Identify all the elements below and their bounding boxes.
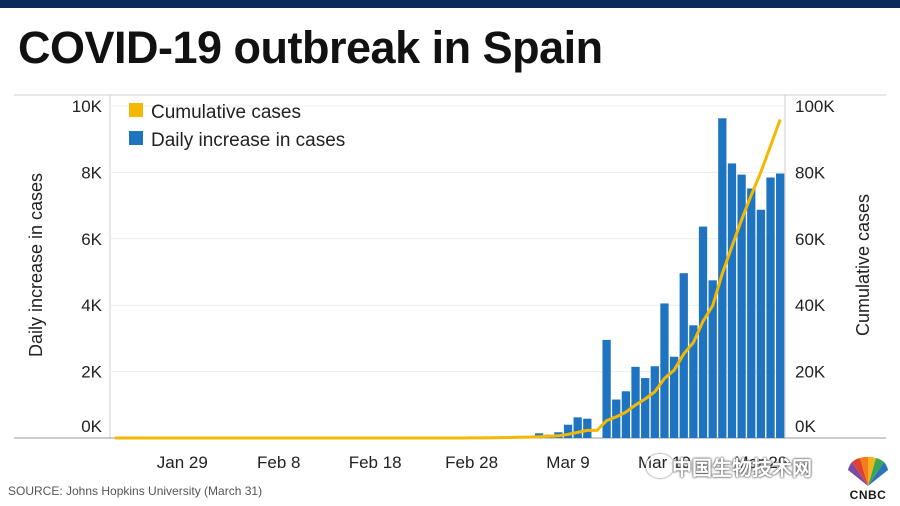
daily-bar	[727, 163, 737, 438]
y-tick-label-left: 10K	[72, 97, 103, 116]
x-tick-label: Mar 9	[546, 453, 589, 472]
watermark-text: 中国生物技术网	[672, 456, 812, 480]
x-tick-label: Feb 8	[257, 453, 300, 472]
daily-bar	[612, 399, 621, 438]
daily-bar	[621, 391, 631, 438]
y-tick-label-right: 60K	[795, 230, 826, 249]
y-tick-label-left: 0K	[81, 417, 102, 436]
daily-bar	[631, 366, 640, 438]
daily-bar	[698, 226, 708, 438]
legend-label-cumulative: Cumulative cases	[151, 102, 301, 123]
daily-bar	[766, 177, 775, 438]
y-tick-label-left: 6K	[81, 230, 102, 249]
daily-bar	[641, 378, 650, 438]
daily-bar	[602, 339, 611, 438]
cumulative-cases-line	[114, 118, 782, 440]
y-tick-label-left: 2K	[81, 363, 102, 382]
y-tick-label-left: 4K	[81, 296, 102, 315]
daily-bar	[563, 424, 573, 438]
daily-bar	[669, 356, 679, 438]
y-tick-label-right: 0K	[795, 417, 816, 436]
y-tick-label-left: 8K	[81, 163, 102, 182]
daily-bar	[708, 280, 717, 438]
y-tick-label-right: 80K	[795, 163, 826, 182]
wechat-icon	[646, 454, 674, 478]
legend-label-daily: Daily increase in cases	[151, 130, 345, 151]
y-axis-title-left: Daily increase in cases	[26, 173, 46, 357]
y-tick-label-right: 100K	[795, 97, 835, 116]
legend-swatch-cumulative	[129, 103, 143, 117]
x-tick-label: Feb 18	[349, 453, 402, 472]
cnbc-peacock-logo-icon	[848, 456, 888, 486]
top-banner-bar	[0, 0, 900, 8]
daily-bar	[747, 188, 756, 438]
daily-bar	[583, 418, 592, 438]
y-axis-title-right: Cumulative cases	[853, 194, 873, 336]
legend-swatch-daily	[129, 131, 143, 145]
daily-bar	[737, 174, 746, 439]
x-tick-label: Mar 29	[734, 453, 787, 472]
daily-bar	[776, 173, 785, 438]
source-note: SOURCE: Johns Hopkins University (March …	[8, 484, 263, 498]
daily-bar	[689, 325, 698, 438]
y-tick-label-right: 40K	[795, 296, 826, 315]
x-tick-label: Jan 29	[157, 453, 208, 472]
daily-bar	[650, 366, 659, 438]
y-tick-label-right: 20K	[795, 363, 826, 382]
daily-bar	[660, 303, 669, 438]
daily-bar	[756, 209, 766, 438]
x-tick-label: Feb 28	[445, 453, 498, 472]
daily-bar	[573, 417, 582, 438]
chart-title: COVID-19 outbreak in Spain	[18, 22, 603, 73]
cnbc-logo-text: CNBC	[849, 488, 887, 502]
